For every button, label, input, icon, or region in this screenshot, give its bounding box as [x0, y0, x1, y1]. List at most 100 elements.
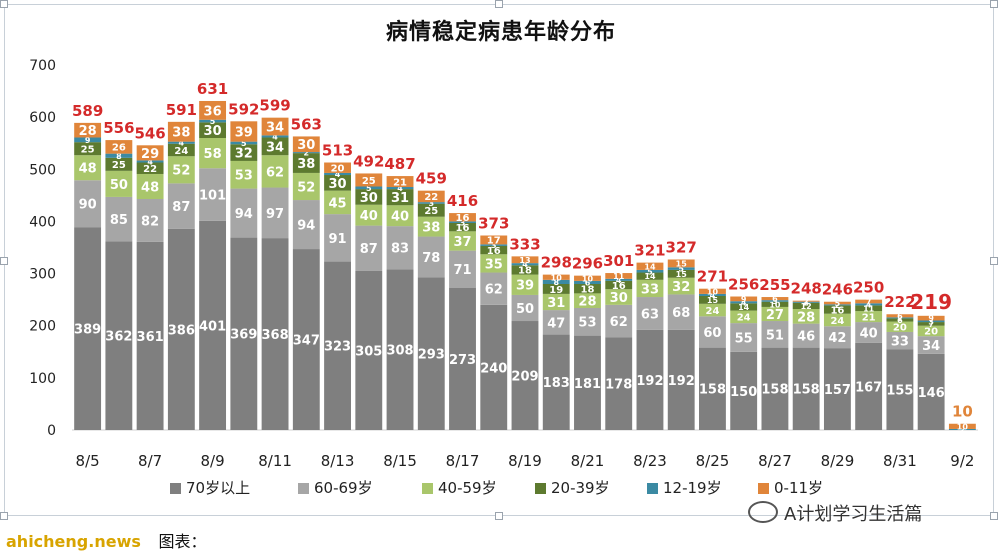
bar-segment: [261, 187, 289, 239]
data-label: 48: [79, 162, 97, 177]
total-label: 487: [384, 155, 415, 173]
x-tick-label: 8/5: [76, 452, 100, 470]
data-label: 4: [616, 276, 622, 285]
data-label: 24: [737, 313, 751, 324]
data-label: 53: [235, 169, 253, 184]
bar-segment: [823, 313, 851, 327]
resize-handle-bottom[interactable]: [495, 512, 503, 520]
bar-segment: [417, 202, 445, 204]
bar-segment: [136, 145, 164, 161]
data-label: 181: [574, 377, 601, 392]
data-label: 15: [676, 259, 688, 268]
data-label: 83: [391, 242, 409, 257]
data-label: 4: [741, 298, 747, 307]
data-label: 9: [85, 136, 91, 145]
y-tick-label: 500: [29, 162, 56, 178]
bar-segment: [480, 245, 508, 255]
x-tick-label: 8/23: [633, 452, 667, 470]
legend-swatch: [170, 483, 181, 494]
bar-segment: [605, 289, 633, 305]
x-tick-label: 8/25: [696, 452, 730, 470]
data-label: 2: [803, 298, 809, 307]
x-tick-label: 9/2: [950, 452, 974, 470]
data-label: 21: [393, 177, 407, 188]
data-label: 192: [636, 374, 663, 389]
data-label: 39: [235, 125, 253, 140]
bar-segment: [511, 321, 539, 430]
data-label: 16: [830, 305, 844, 316]
data-label: 389: [74, 323, 101, 338]
bar-segment: [355, 270, 383, 430]
resize-handle-top[interactable]: [495, 0, 503, 8]
bar-segment: [792, 300, 820, 302]
data-label: 25: [81, 144, 95, 155]
bar-segment: [511, 294, 539, 322]
x-tick-label: 8/17: [446, 452, 480, 470]
data-label: 3: [428, 199, 434, 208]
data-label: 19: [549, 285, 563, 296]
x-tick-label: 8/31: [883, 452, 917, 470]
data-label: 37: [453, 235, 471, 250]
bar-segment: [136, 162, 164, 174]
bar-segment: [74, 137, 102, 143]
bar-segment: [917, 336, 945, 354]
total-label: 492: [353, 152, 384, 170]
y-tick-label: 100: [29, 371, 56, 387]
bar-segment: [480, 254, 508, 273]
bar-segment: [699, 295, 726, 304]
bar-segment: [74, 122, 102, 138]
data-label: 386: [168, 323, 195, 338]
data-label: 87: [172, 200, 190, 215]
bar-segment: [449, 222, 476, 232]
resize-handle-bottom-left[interactable]: [0, 512, 8, 520]
data-label: 240: [480, 361, 507, 376]
data-label: 34: [266, 140, 284, 155]
total-label: 248: [791, 280, 822, 298]
data-label: 71: [453, 263, 471, 278]
data-label: 22: [143, 164, 157, 175]
data-label: 30: [297, 138, 315, 153]
bar-segment: [167, 228, 195, 430]
total-label: 10: [952, 403, 973, 421]
bar-segment: [636, 279, 664, 298]
bar-segment: [542, 284, 570, 294]
y-tick-label: 300: [29, 267, 56, 283]
data-label: 48: [141, 180, 159, 195]
total-label: 599: [259, 97, 290, 115]
bar-segment: [605, 304, 633, 338]
bar-segment: [355, 173, 383, 187]
bar-segment: [292, 136, 320, 153]
data-label: 28: [578, 295, 596, 310]
bar-segment: [855, 311, 883, 323]
data-label: 24: [174, 146, 188, 157]
footer-account: A计划学习生活篇: [748, 500, 922, 526]
data-label: 178: [605, 378, 632, 393]
bar-segment: [574, 307, 601, 336]
resize-handle-top-right[interactable]: [990, 0, 998, 8]
bar-segment: [792, 302, 820, 310]
total-label: 301: [603, 252, 634, 270]
resize-handle-right[interactable]: [990, 257, 998, 265]
bar-segment: [823, 301, 851, 305]
resize-handle-left[interactable]: [0, 257, 8, 265]
bar-segment: [886, 331, 914, 350]
data-label: 4: [335, 170, 341, 179]
bar-segment: [105, 140, 133, 154]
data-label: 8: [553, 278, 559, 287]
data-label: 40: [860, 326, 878, 341]
bar-segment: [636, 297, 664, 330]
bar-segment: [574, 280, 601, 284]
bar-segment: [667, 259, 695, 268]
x-tick-label: 8/27: [758, 452, 792, 470]
data-label: 40: [360, 209, 378, 224]
bar-segment: [355, 189, 383, 205]
resize-handle-bottom-right[interactable]: [990, 512, 998, 520]
data-label: 30: [204, 124, 222, 139]
bar-segment: [761, 300, 789, 302]
chart-title: 病情稳定病患年龄分布: [385, 20, 616, 45]
data-label: 11: [613, 272, 625, 281]
bar-segment: [324, 261, 351, 430]
data-label: 82: [141, 214, 159, 229]
data-label: 13: [519, 256, 530, 265]
resize-handle-top-left[interactable]: [0, 0, 8, 8]
